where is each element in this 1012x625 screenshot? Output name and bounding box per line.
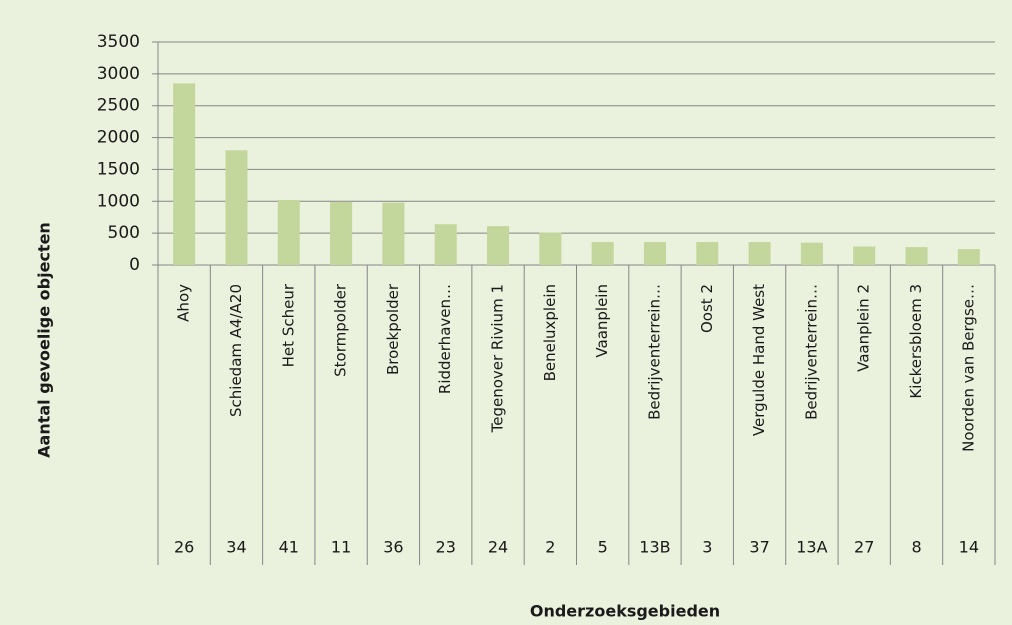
x-tick-label: Bedrijventerrein…: [802, 284, 820, 420]
y-tick-label: 500: [108, 223, 140, 243]
bar: [277, 200, 300, 265]
category-code: 13B: [639, 538, 670, 557]
x-tick-label: Vaanplein: [593, 284, 611, 358]
category-code: 3: [702, 538, 712, 557]
x-tick-label: Broekpolder: [384, 283, 402, 375]
bar: [173, 83, 196, 266]
x-tick-label: Ahoy: [175, 284, 193, 322]
category-code: 41: [279, 538, 299, 557]
category-code: 23: [436, 538, 456, 557]
x-axis-title: Onderzoeksgebieden: [530, 602, 720, 621]
x-tick-label: Vergulde Hand West: [750, 284, 768, 436]
y-tick-label: 1000: [97, 191, 140, 211]
bar: [800, 242, 823, 265]
bar: [487, 226, 510, 265]
category-code: 5: [598, 538, 608, 557]
category-code: 13A: [796, 538, 827, 557]
category-code: 14: [959, 538, 979, 557]
bar: [225, 150, 248, 265]
x-tick-label: Het Scheur: [279, 283, 297, 367]
x-tick-label: Vaanplein 2: [855, 284, 873, 372]
y-tick-label: 1500: [97, 159, 140, 179]
x-tick-label: Beneluxplein: [541, 284, 559, 381]
category-code: 24: [488, 538, 508, 557]
category-code: 34: [226, 538, 246, 557]
category-code: 11: [331, 538, 351, 557]
category-code: 37: [749, 538, 769, 557]
category-code: 2: [545, 538, 555, 557]
bar: [853, 246, 876, 265]
bar: [748, 242, 771, 265]
bar: [957, 249, 980, 265]
x-tick-label: Ridderhaven…: [436, 284, 454, 394]
x-tick-label: Schiedam A4/A20: [227, 284, 245, 417]
x-tick-label: Kickersbloem 3: [907, 284, 925, 399]
y-axis-title: Aantal gevoelige objecten: [35, 222, 54, 458]
x-tick-label: Oost 2: [698, 284, 716, 333]
x-tick-label: Tegenover Rivium 1: [489, 284, 507, 433]
y-tick-label: 3500: [97, 32, 140, 52]
bar: [382, 202, 405, 265]
bar: [591, 242, 614, 265]
y-tick-label: 2000: [97, 128, 140, 148]
x-tick-label: Bedrijventerrein…: [645, 284, 663, 420]
bar: [434, 224, 457, 265]
bar: [643, 242, 666, 265]
x-tick-label: Stormpolder: [332, 283, 350, 377]
bar: [330, 201, 353, 265]
y-tick-label: 2500: [97, 96, 140, 116]
bar: [905, 247, 928, 265]
category-code: 36: [383, 538, 403, 557]
category-code: 27: [854, 538, 874, 557]
bar: [539, 232, 562, 265]
bar: [696, 242, 719, 265]
y-tick-label: 3000: [97, 64, 140, 84]
category-code: 8: [911, 538, 921, 557]
y-tick-label: 0: [129, 255, 140, 275]
category-code: 26: [174, 538, 194, 557]
x-tick-label: Noorden van Bergse…: [959, 284, 977, 452]
